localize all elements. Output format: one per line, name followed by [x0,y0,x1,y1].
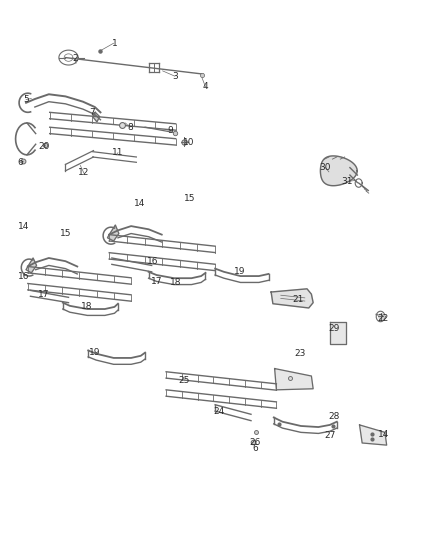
Text: 27: 27 [323,431,335,440]
Text: 19: 19 [89,348,100,357]
Text: 1: 1 [111,39,117,48]
Text: 2: 2 [72,54,78,62]
Text: 8: 8 [127,123,132,132]
Text: 7: 7 [89,108,95,117]
Text: 18: 18 [81,302,92,311]
Text: 11: 11 [112,148,124,157]
Text: 25: 25 [177,376,189,385]
Polygon shape [92,112,99,122]
Polygon shape [107,225,119,241]
Text: 20: 20 [39,142,50,151]
Text: 21: 21 [292,295,303,304]
Polygon shape [271,289,312,308]
Text: 29: 29 [328,324,339,333]
Text: 10: 10 [183,138,194,147]
Polygon shape [26,258,36,273]
Text: 16: 16 [147,257,159,265]
Text: 14: 14 [378,430,389,439]
Polygon shape [359,425,386,445]
Text: 14: 14 [134,199,145,208]
Text: 12: 12 [78,168,89,177]
Polygon shape [320,156,357,185]
Text: 9: 9 [167,126,173,135]
Text: 6: 6 [252,444,258,453]
Text: 17: 17 [150,277,162,286]
Polygon shape [274,368,312,390]
Text: 26: 26 [249,439,261,448]
Text: 4: 4 [202,82,208,91]
Text: 15: 15 [60,229,71,238]
Text: 17: 17 [38,290,49,299]
Text: 15: 15 [184,194,195,203]
Text: 3: 3 [172,71,177,80]
Text: 16: 16 [18,272,29,280]
Text: 19: 19 [233,268,245,276]
Polygon shape [329,322,345,344]
Text: 30: 30 [319,163,330,172]
Text: 23: 23 [293,349,305,358]
Text: 18: 18 [170,278,181,287]
Text: 28: 28 [328,412,339,421]
Text: 31: 31 [341,177,352,186]
Text: 6: 6 [18,158,23,167]
Text: 5: 5 [23,95,29,104]
Text: 22: 22 [377,314,388,323]
Text: 24: 24 [212,407,224,416]
Text: 14: 14 [18,222,29,231]
